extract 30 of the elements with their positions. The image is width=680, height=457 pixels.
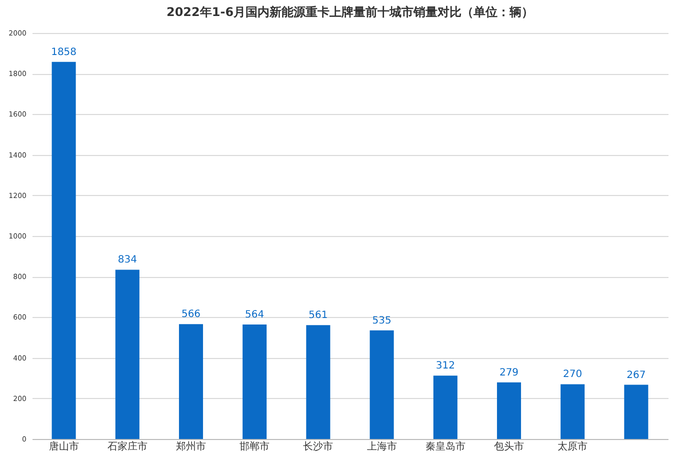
bar [433, 376, 458, 439]
x-tick-label: 邯郸市 [240, 440, 270, 452]
bar [624, 384, 648, 439]
x-tick-label: 包头市 [494, 440, 524, 452]
x-tick-label: 唐山市 [48, 440, 79, 452]
bar [52, 62, 76, 439]
x-tick-label: 石家庄市 [107, 440, 148, 452]
data-label: 312 [436, 360, 455, 372]
data-label: 1858 [51, 46, 77, 58]
data-label: 834 [118, 254, 137, 266]
bar [115, 270, 140, 439]
bar [178, 324, 204, 439]
bar [560, 384, 585, 439]
data-label: 270 [563, 369, 582, 380]
chart-title: 2022年1-6月国内新能源重卡上牌量前十城市销量对比（单位：辆） [166, 5, 534, 19]
data-label: 279 [499, 367, 519, 378]
bar [370, 330, 394, 439]
x-tick-label: 上海市 [366, 440, 397, 452]
data-label: 566 [181, 309, 201, 320]
bar [242, 324, 267, 439]
bar [306, 325, 330, 439]
data-label: 561 [308, 310, 328, 322]
x-tick-label: 长沙市 [303, 440, 334, 452]
data-label: 267 [626, 370, 646, 381]
data-label: 535 [372, 315, 392, 326]
data-label: 564 [245, 310, 264, 321]
bar [496, 382, 522, 439]
x-tick-label: 秦皇岛市 [425, 440, 466, 452]
x-tick-label: 郑州市 [176, 440, 206, 452]
x-tick-label: 太原市 [558, 440, 588, 452]
